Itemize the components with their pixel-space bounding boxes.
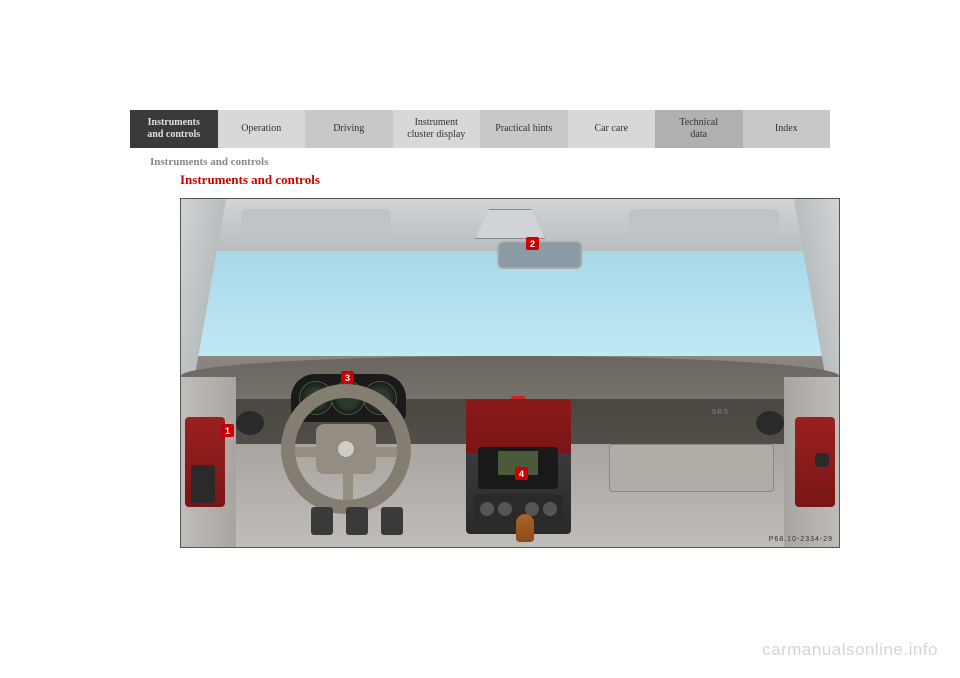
watermark: carmanualsonline.info (762, 640, 938, 660)
nav-tabs: Instrumentsand controls Operation Drivin… (130, 110, 830, 148)
tab-instrument-cluster[interactable]: Instrumentcluster display (393, 110, 481, 148)
pedal (381, 507, 403, 535)
section-title: Instruments and controls (180, 172, 830, 188)
sunvisor-left (241, 209, 391, 237)
gear-shifter (516, 514, 534, 542)
pedal (346, 507, 368, 535)
dial-icon (498, 502, 512, 516)
window-switch (815, 453, 829, 467)
tab-car-care[interactable]: Car care (568, 110, 656, 148)
section-label: Instruments and controls (150, 156, 830, 168)
tab-instruments-controls[interactable]: Instrumentsand controls (130, 110, 218, 148)
steering-hub (316, 424, 376, 474)
tab-operation[interactable]: Operation (218, 110, 306, 148)
pedal (311, 507, 333, 535)
tab-practical-hints[interactable]: Practical hints (480, 110, 568, 148)
tab-technical-data[interactable]: Technicaldata (655, 110, 743, 148)
glovebox (609, 444, 774, 492)
callout-3: 3 (341, 371, 354, 384)
image-code: P68.10-2334-29 (769, 536, 833, 543)
air-vent-left (236, 411, 264, 435)
door-panel-left (181, 377, 236, 547)
callout-1: 1 (221, 424, 234, 437)
cockpit-illustration: SRS (180, 198, 840, 548)
rearview-mirror (497, 241, 582, 269)
air-vent-right (756, 411, 784, 435)
brand-logo-icon (337, 440, 355, 458)
tab-driving[interactable]: Driving (305, 110, 393, 148)
tab-index[interactable]: Index (743, 110, 831, 148)
door-panel-right (784, 377, 839, 547)
dial-icon (480, 502, 494, 516)
srs-label: SRS (712, 409, 729, 416)
window-switches (191, 465, 215, 503)
callout-2: 2 (526, 237, 539, 250)
callout-4: 4 (515, 467, 528, 480)
sunvisor-right (629, 209, 779, 237)
steering-wheel (281, 384, 411, 514)
dial-icon (543, 502, 557, 516)
